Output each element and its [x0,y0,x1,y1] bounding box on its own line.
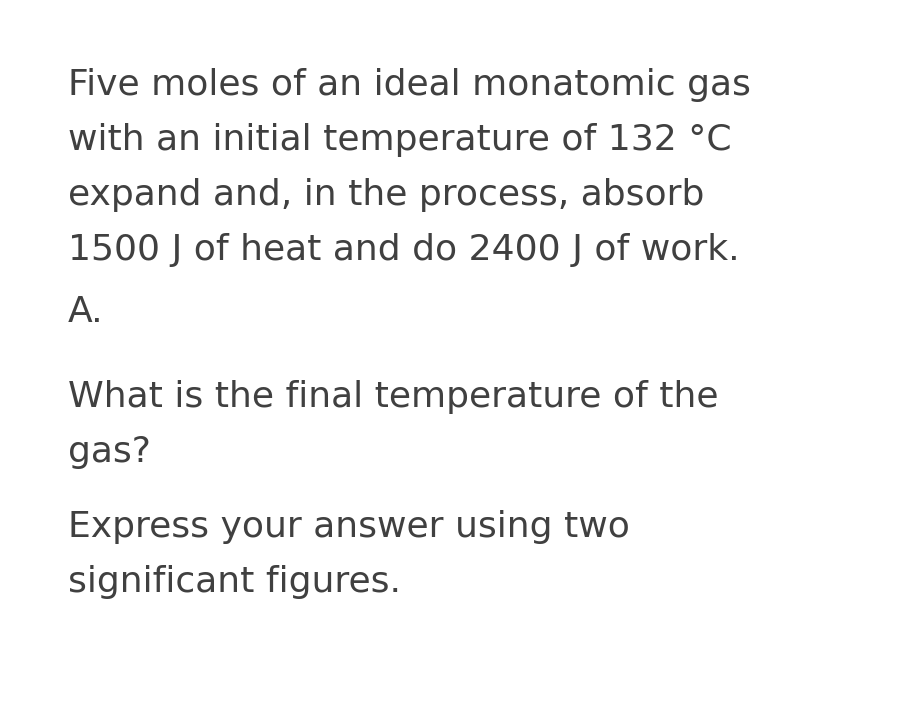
Text: with an initial temperature of 132 °C: with an initial temperature of 132 °C [68,123,732,157]
Text: What is the final temperature of the: What is the final temperature of the [68,380,718,414]
Text: Five moles of an ideal monatomic gas: Five moles of an ideal monatomic gas [68,68,751,102]
Text: expand and, in the process, absorb: expand and, in the process, absorb [68,178,704,212]
Text: 1500 J of heat and do 2400 J of work.: 1500 J of heat and do 2400 J of work. [68,233,740,267]
Text: gas?: gas? [68,435,151,469]
Text: significant figures.: significant figures. [68,565,401,599]
Text: Express your answer using two: Express your answer using two [68,510,629,544]
Text: A.: A. [68,295,103,329]
